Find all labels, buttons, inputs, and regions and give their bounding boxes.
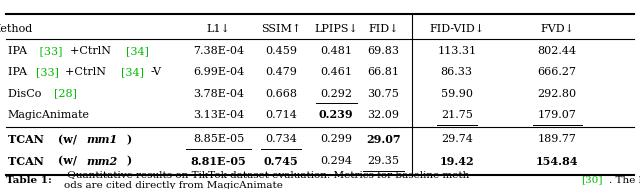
Text: ): )	[126, 156, 131, 167]
Text: IPA: IPA	[8, 67, 30, 77]
Text: 802.44: 802.44	[538, 46, 577, 56]
Text: LPIPS↓: LPIPS↓	[314, 24, 358, 34]
Text: 8.85E-05: 8.85E-05	[193, 134, 244, 144]
Text: 0.479: 0.479	[265, 67, 297, 77]
Text: ): )	[126, 134, 131, 145]
Text: [33]: [33]	[36, 46, 63, 56]
Text: 30.75: 30.75	[367, 89, 399, 99]
Text: +CtrlN: +CtrlN	[65, 67, 109, 77]
Text: 0.459: 0.459	[265, 46, 297, 56]
Text: SSIM↑: SSIM↑	[261, 24, 301, 34]
Text: [30]: [30]	[581, 176, 603, 185]
Text: 666.27: 666.27	[538, 67, 577, 77]
Text: DisCo: DisCo	[8, 89, 45, 99]
Text: [34]: [34]	[122, 67, 145, 77]
Text: 189.77: 189.77	[538, 134, 577, 144]
Text: 6.99E-04: 6.99E-04	[193, 67, 244, 77]
Text: 0.714: 0.714	[265, 110, 297, 120]
Text: 69.83: 69.83	[367, 46, 399, 56]
Text: [28]: [28]	[54, 89, 77, 99]
Text: 21.75: 21.75	[441, 110, 473, 120]
Text: 3.13E-04: 3.13E-04	[193, 110, 244, 120]
Text: MagicAnimate: MagicAnimate	[8, 110, 90, 120]
Text: 0.299: 0.299	[320, 134, 352, 144]
Text: TCAN: TCAN	[8, 134, 47, 145]
Text: 113.31: 113.31	[437, 46, 476, 56]
Text: 29.74: 29.74	[441, 134, 473, 144]
Text: mm2: mm2	[87, 156, 118, 167]
Text: 154.84: 154.84	[536, 156, 579, 167]
Text: (w/: (w/	[58, 156, 81, 167]
Text: Table 1:: Table 1:	[6, 176, 52, 185]
Text: 66.81: 66.81	[367, 67, 399, 77]
Text: TCAN: TCAN	[8, 156, 47, 167]
Text: [34]: [34]	[126, 46, 149, 56]
Text: 0.745: 0.745	[264, 156, 298, 167]
Text: FVD↓: FVD↓	[540, 24, 574, 34]
Text: 8.81E-05: 8.81E-05	[191, 156, 246, 167]
Text: Method: Method	[0, 24, 33, 34]
Text: 29.35: 29.35	[367, 156, 399, 166]
Text: FID-VID↓: FID-VID↓	[429, 24, 484, 34]
Text: (w/: (w/	[58, 134, 81, 145]
Text: FID↓: FID↓	[368, 24, 399, 34]
Text: . The best performance is highlighted in: . The best performance is highlighted in	[609, 176, 640, 185]
Text: 0.239: 0.239	[319, 109, 354, 120]
Text: 0.461: 0.461	[320, 67, 352, 77]
Text: 179.07: 179.07	[538, 110, 577, 120]
Text: 0.734: 0.734	[265, 134, 297, 144]
Text: mm1: mm1	[87, 134, 118, 145]
Text: 86.33: 86.33	[441, 67, 473, 77]
Text: Quantitative results on TikTok dataset evaluation. Metrics for baseline meth-
od: Quantitative results on TikTok dataset e…	[65, 170, 474, 189]
Text: 0.668: 0.668	[265, 89, 297, 99]
Text: -V: -V	[150, 67, 161, 77]
Text: 19.42: 19.42	[440, 156, 474, 167]
Text: 292.80: 292.80	[538, 89, 577, 99]
Text: 29.07: 29.07	[366, 134, 401, 145]
Text: 59.90: 59.90	[441, 89, 473, 99]
Text: IPA: IPA	[8, 46, 30, 56]
Text: 32.09: 32.09	[367, 110, 399, 120]
Text: 7.38E-04: 7.38E-04	[193, 46, 244, 56]
Text: 0.294: 0.294	[320, 156, 352, 166]
Text: L1↓: L1↓	[207, 24, 230, 34]
Text: [33]: [33]	[36, 67, 59, 77]
Text: +CtrlN: +CtrlN	[70, 46, 114, 56]
Text: 3.78E-04: 3.78E-04	[193, 89, 244, 99]
Text: 0.481: 0.481	[320, 46, 352, 56]
Text: 0.292: 0.292	[320, 89, 352, 99]
